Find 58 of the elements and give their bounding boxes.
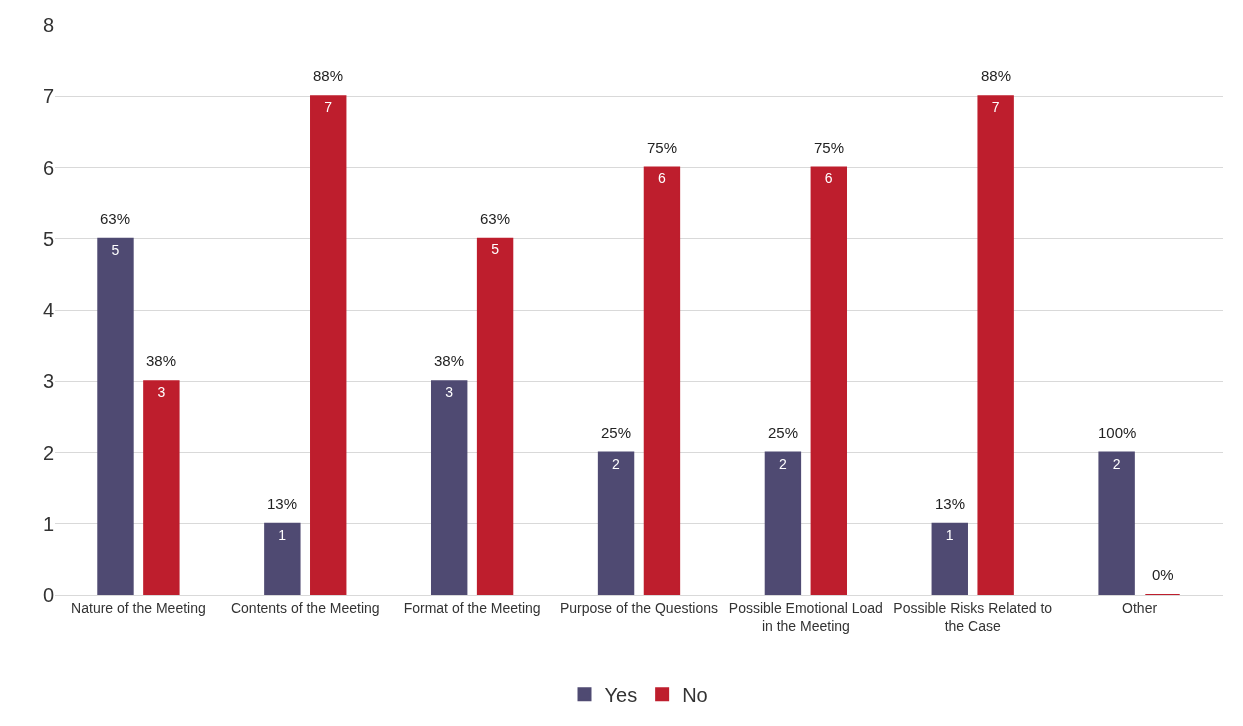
data-label: 3 [445, 384, 454, 401]
data-label: 1 [945, 526, 954, 543]
y-tick-label: 6 [42, 156, 54, 179]
bar [810, 166, 848, 595]
annotation: 13% [935, 495, 966, 512]
bar [143, 380, 180, 595]
x-tick-label: Nature of the Meeting [71, 599, 206, 616]
x-tick-label: Other [1122, 599, 1158, 616]
bar [643, 166, 681, 595]
annotation: 63% [480, 210, 511, 227]
y-tick-label: 4 [42, 299, 54, 321]
annotation: 38% [434, 352, 465, 369]
x-tick-label: Purpose of the Questions [560, 599, 718, 616]
bar [310, 95, 347, 595]
bar [597, 451, 635, 595]
y-tick-label: 7 [42, 85, 54, 108]
data-label: 2 [612, 455, 621, 472]
y-tick-label: 8 [42, 14, 54, 36]
annotation: 75% [647, 139, 678, 156]
data-label: 1 [278, 526, 287, 543]
annotation: 63% [100, 210, 131, 227]
x-tick-label: Possible Risks Related to the Case [893, 599, 1053, 634]
bar [264, 522, 301, 595]
x-tick-label: Possible Emotional Load in the Meeting [728, 599, 883, 634]
x-tick-label: Contents of the Meeting [230, 599, 380, 616]
legend-label: Yes [604, 684, 638, 707]
bar [97, 237, 134, 595]
x-tick-label: Format of the Meeting [403, 599, 541, 616]
annotation: 25% [601, 424, 632, 441]
annotation: 13% [267, 495, 298, 512]
annotation: 100% [1098, 424, 1137, 441]
y-tick-label: 3 [42, 370, 54, 393]
y-tick-label: 5 [42, 227, 54, 250]
bar [764, 451, 802, 595]
y-tick-label: 0 [42, 584, 54, 606]
data-label: 2 [1112, 455, 1121, 472]
y-tick-label: 1 [42, 512, 54, 535]
annotation: 25% [768, 424, 799, 441]
bar [476, 237, 514, 595]
data-label: 6 [824, 169, 833, 186]
data-label: 7 [324, 98, 333, 115]
bar [1098, 451, 1135, 595]
annotation: 88% [981, 67, 1012, 84]
annotation: 38% [146, 352, 177, 369]
bar [977, 95, 1014, 595]
bar [430, 380, 468, 595]
y-tick-label: 2 [42, 441, 54, 464]
bar [931, 522, 968, 595]
annotation: 0% [1152, 566, 1174, 583]
data-label: 3 [157, 383, 166, 400]
data-label: 5 [491, 241, 500, 257]
data-label: 5 [111, 241, 120, 258]
data-label: 6 [658, 169, 667, 186]
annotation: 75% [814, 139, 845, 156]
data-label: 7 [991, 98, 1000, 115]
annotation: 88% [313, 67, 344, 84]
data-label: 2 [778, 455, 787, 472]
legend-label: No [682, 684, 708, 707]
